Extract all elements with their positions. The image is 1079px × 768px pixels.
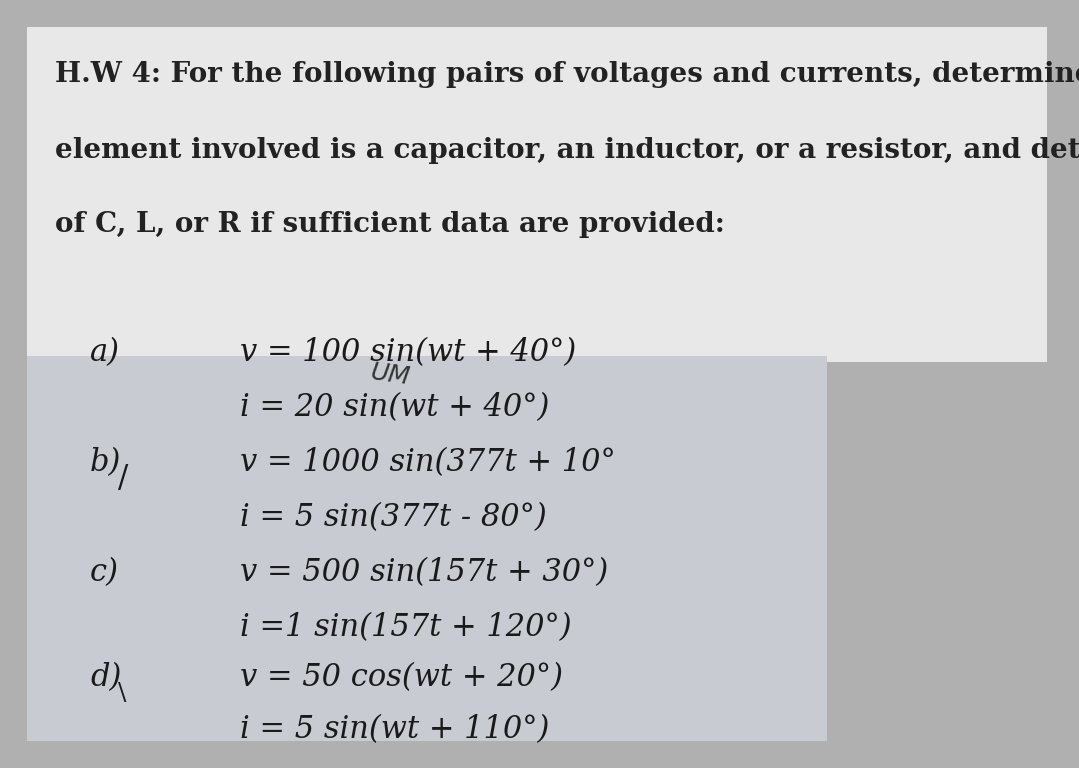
Text: v = 50 cos(wt + 20°): v = 50 cos(wt + 20°) <box>240 663 563 694</box>
Text: /: / <box>118 462 128 494</box>
Text: UM: UM <box>369 360 411 389</box>
Text: i = 5 sin(wt + 110°): i = 5 sin(wt + 110°) <box>240 714 549 746</box>
Text: v = 100 sin(wt + 40°): v = 100 sin(wt + 40°) <box>240 337 576 369</box>
Text: v = 500 sin(157t + 30°): v = 500 sin(157t + 30°) <box>240 558 609 588</box>
FancyBboxPatch shape <box>27 356 827 741</box>
Text: i = 5 sin(377t - 80°): i = 5 sin(377t - 80°) <box>240 502 547 534</box>
Text: d): d) <box>90 663 121 694</box>
Text: c): c) <box>90 558 119 588</box>
Text: b): b) <box>90 448 121 478</box>
Text: H.W 4: For the following pairs of voltages and currents, determine whether the: H.W 4: For the following pairs of voltag… <box>55 61 1079 88</box>
Text: i = 20 sin(wt + 40°): i = 20 sin(wt + 40°) <box>240 392 549 423</box>
FancyBboxPatch shape <box>27 27 1047 362</box>
Text: of C, L, or R if sufficient data are provided:: of C, L, or R if sufficient data are pro… <box>55 211 725 239</box>
Text: a): a) <box>90 337 120 369</box>
Text: v = 1000 sin(377t + 10°: v = 1000 sin(377t + 10° <box>240 448 616 478</box>
Text: \: \ <box>118 681 126 704</box>
Text: i =1 sin(157t + 120°): i =1 sin(157t + 120°) <box>240 613 572 644</box>
Text: element involved is a capacitor, an inductor, or a resistor, and determine the v: element involved is a capacitor, an indu… <box>55 137 1079 164</box>
